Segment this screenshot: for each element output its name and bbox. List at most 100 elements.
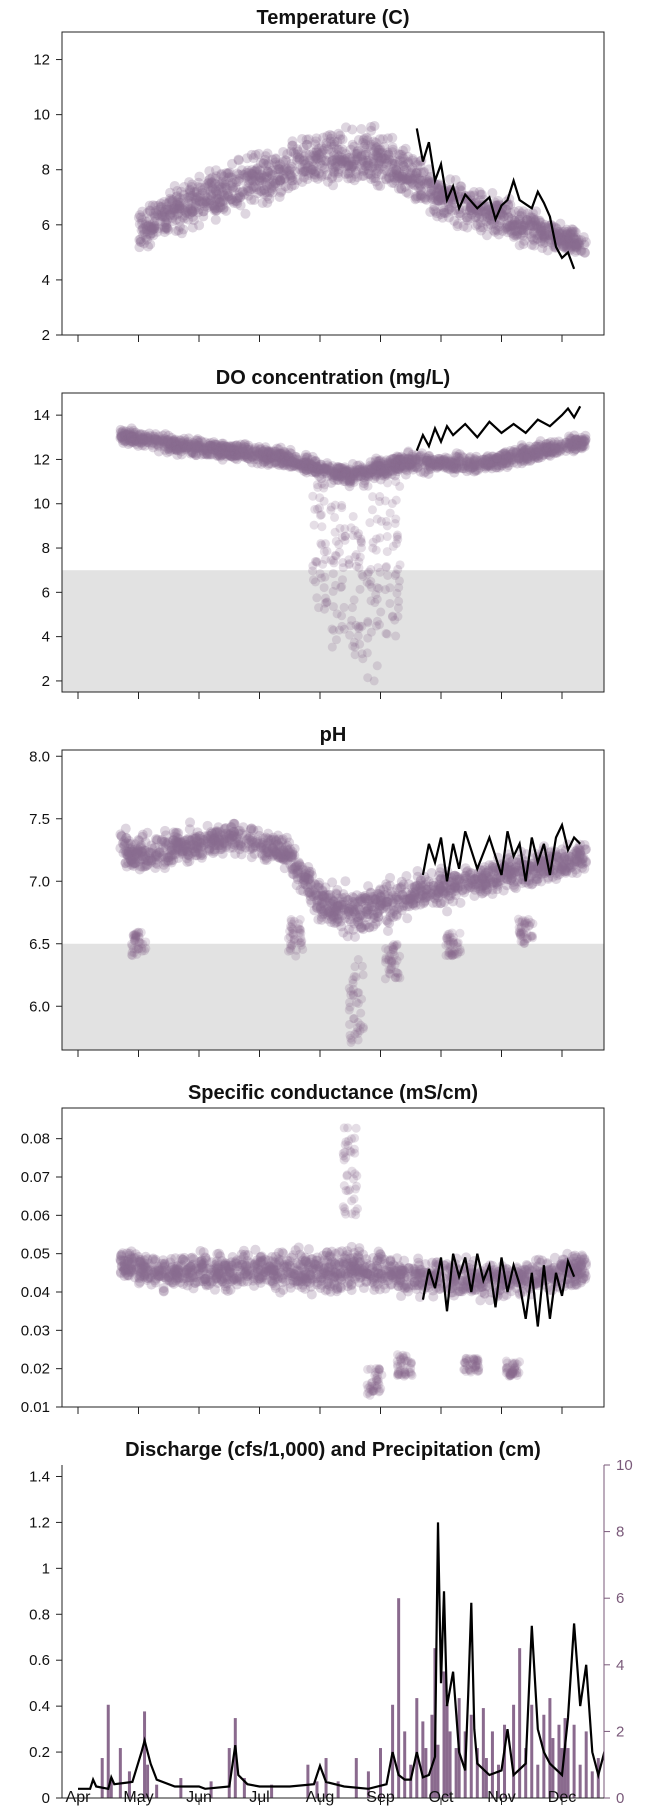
data-point [576,1269,587,1280]
data-point [507,219,518,230]
data-point [355,621,365,631]
data-point [326,502,336,512]
data-point [120,845,131,856]
data-point [350,165,361,176]
data-point [565,433,576,444]
data-point [327,467,338,478]
data-point [319,547,329,557]
data-point [149,220,160,231]
data-point [121,833,132,844]
data-point [378,469,389,480]
data-point [344,914,355,925]
data-point [207,441,218,452]
data-point [170,443,181,454]
data-point [191,842,202,853]
data-point [226,822,237,833]
data-point [169,180,180,191]
data-point [516,923,526,933]
data-point [452,872,463,883]
data-point [311,153,322,164]
data-point [323,907,334,918]
data-point [227,182,238,193]
data-point [559,851,570,862]
data-point [434,460,445,471]
data-point [160,429,171,440]
data-point [206,200,217,211]
data-point [390,463,401,474]
data-point [270,178,281,189]
data-point [359,466,370,477]
data-point [576,432,587,443]
data-point [193,181,204,192]
data-point [410,453,421,464]
data-point [209,203,220,214]
data-point [358,467,369,478]
data-point [343,924,354,935]
data-point [269,446,280,457]
data-point [310,466,321,477]
data-point [259,850,270,861]
data-point [233,169,244,180]
data-point [447,457,458,468]
data-point [523,914,533,924]
data-point [137,943,147,953]
data-point [408,179,419,190]
data-point [202,181,213,192]
data-point [356,471,367,482]
data-point [352,1027,362,1037]
data-point [548,439,559,450]
data-point [557,862,568,873]
data-point [284,447,295,458]
data-point [166,857,177,868]
data-point [355,584,365,594]
data-point [543,873,554,884]
data-point [129,935,139,945]
data-point [126,432,137,443]
data-point [416,886,427,897]
data-point [148,208,159,219]
data-point [480,868,491,879]
data-point [314,882,325,893]
data-point [421,884,432,895]
data-point [330,1266,341,1277]
data-point [155,198,166,209]
data-point [506,874,517,885]
data-point [185,841,196,852]
data-point [469,457,480,468]
data-point [340,154,351,165]
data-point [190,833,201,844]
data-point [296,867,307,878]
data-point [274,164,285,175]
data-point [378,464,389,475]
data-point [433,886,444,897]
data-point [299,874,310,885]
data-point [475,222,486,233]
data-point [257,850,268,861]
data-point [308,885,319,896]
data-point [289,862,300,873]
data-point [239,439,250,450]
data-point [394,460,405,471]
data-point [475,870,486,881]
data-point [303,887,314,898]
data-point [312,895,323,906]
data-point [280,854,291,865]
data-point [121,861,132,872]
data-point [554,869,565,880]
data-point [448,880,459,891]
data-point [517,220,528,231]
data-point [204,441,215,452]
data-point [191,841,202,852]
data-point [451,448,462,459]
data-point [487,889,498,900]
data-point [279,863,290,874]
data-point [483,204,494,215]
data-point [341,157,352,168]
data-point [577,1257,588,1268]
data-point [161,838,172,849]
data-point [519,929,529,939]
data-point [433,180,444,191]
data-point [364,160,375,171]
data-point [298,155,309,166]
data-point [326,914,337,925]
